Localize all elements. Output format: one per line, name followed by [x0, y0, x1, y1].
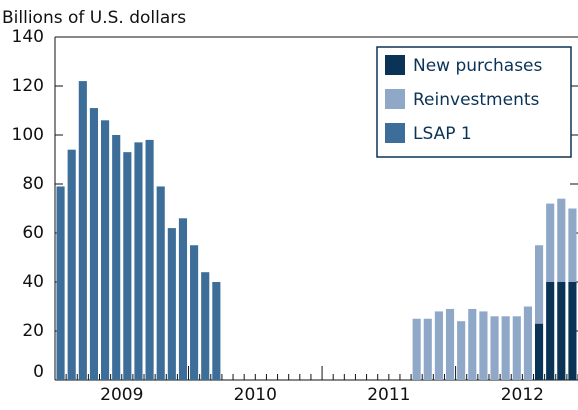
- y-tick-label: 40: [22, 272, 44, 292]
- y-tick-label: 140: [12, 27, 44, 47]
- bar: [512, 316, 521, 380]
- bar: [534, 323, 544, 380]
- bar: [134, 142, 143, 380]
- bar: [501, 316, 510, 380]
- bar: [156, 186, 165, 380]
- bar: [145, 139, 154, 380]
- y-tick-label: 100: [12, 125, 44, 145]
- bar: [534, 245, 544, 324]
- bar: [434, 311, 443, 380]
- bar: [123, 152, 132, 380]
- bar: [523, 306, 532, 380]
- bar: [546, 282, 555, 380]
- bar: [78, 81, 87, 380]
- bar: [445, 308, 455, 380]
- bar: [568, 282, 577, 380]
- bar: [568, 208, 577, 282]
- bar: [557, 282, 566, 380]
- bar: [201, 272, 210, 380]
- bar: [112, 135, 121, 380]
- legend-label: Reinvestments: [413, 90, 540, 110]
- bar: [490, 316, 499, 380]
- legend-swatch: [385, 55, 405, 75]
- legend-box: [376, 46, 572, 158]
- y-tick-label: 20: [22, 321, 44, 341]
- bar: [557, 198, 566, 282]
- legend-label: LSAP 1: [413, 124, 472, 144]
- y-axis-title: Billions of U.S. dollars: [2, 8, 186, 28]
- bar: [212, 282, 221, 380]
- bar: [190, 245, 199, 380]
- bar: [468, 308, 477, 380]
- y-tick-label: 60: [22, 223, 44, 243]
- legend-label: New purchases: [413, 56, 543, 76]
- bar: [546, 203, 555, 282]
- bar: [167, 228, 176, 380]
- bar: [101, 120, 110, 381]
- x-tick-label: 2011: [367, 385, 410, 405]
- y-tick-label: 80: [22, 174, 44, 194]
- legend-swatch: [385, 89, 405, 109]
- legend-swatch: [385, 123, 405, 143]
- bar: [178, 218, 188, 380]
- y-tick-label: 0: [33, 362, 44, 382]
- x-tick-label: 2009: [100, 385, 143, 405]
- bar: [56, 186, 65, 380]
- x-tick-label: 2012: [501, 385, 544, 405]
- bar: [423, 318, 432, 380]
- bar: [479, 311, 488, 380]
- bar: [89, 108, 99, 381]
- bar: [412, 318, 421, 380]
- x-tick-label: 2010: [234, 385, 277, 405]
- bar: [67, 149, 76, 380]
- y-tick-label: 120: [12, 76, 44, 96]
- bar: [457, 321, 466, 380]
